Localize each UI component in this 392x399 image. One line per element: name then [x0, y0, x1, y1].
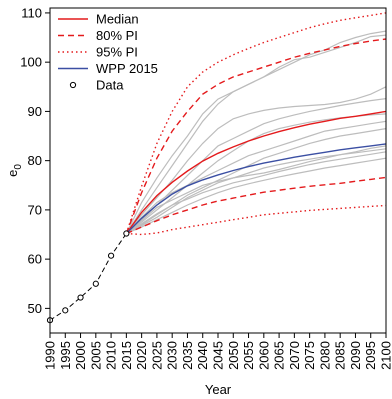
x-tick-label: 2045 — [211, 341, 226, 370]
x-tick-label: 2000 — [73, 341, 88, 370]
x-tick-label: 2065 — [272, 341, 287, 370]
data-point — [107, 252, 115, 259]
y-axis: 50 60 70 80 90 100 110 — [20, 5, 50, 316]
x-tick-label: 2060 — [256, 341, 271, 370]
x-tick-label: 2075 — [302, 341, 317, 370]
legend-label-80-pi: 80% PI — [96, 28, 138, 43]
x-tick-label: 2005 — [88, 341, 103, 370]
legend-swatch-data — [69, 81, 77, 89]
legend-label-data: Data — [96, 78, 124, 93]
x-tick-label: 2020 — [134, 341, 149, 370]
x-tick-label: 2055 — [241, 341, 256, 370]
trajectory-line — [126, 151, 387, 235]
trajectory-line — [125, 120, 387, 234]
y-tick-label: 50 — [28, 301, 42, 316]
x-tick-label: 2050 — [226, 341, 241, 370]
trajectory-line — [126, 145, 387, 234]
trajectory-line — [125, 86, 387, 234]
y-axis-title: e0 — [5, 164, 24, 177]
y-tick-label: 110 — [21, 5, 42, 20]
x-tick-label: 2030 — [165, 341, 180, 370]
x-tick-label: 2095 — [363, 341, 378, 370]
data-point — [123, 230, 130, 237]
trajectory-line — [125, 34, 387, 234]
pi80-line — [125, 38, 387, 234]
y-tick-label: 90 — [28, 104, 42, 119]
pi95-line — [126, 204, 387, 236]
y-tick-label: 80 — [28, 153, 42, 168]
x-tick-label: 2070 — [287, 341, 302, 370]
wpp-2015-line — [125, 143, 387, 234]
x-tick-label: 2080 — [317, 341, 332, 370]
legend-label-median: Median — [96, 12, 139, 27]
x-tick-label: 2010 — [104, 341, 119, 370]
x-tick-label: 2090 — [348, 341, 363, 370]
legend-label-wpp-2015: WPP 2015 — [96, 61, 158, 76]
main-series-lines — [125, 110, 387, 234]
y-tick-label: 100 — [20, 55, 42, 70]
y-axis-title-subscript: 0 — [13, 164, 24, 170]
x-axis-title: Year — [205, 382, 232, 397]
x-tick-label: 1990 — [43, 341, 58, 370]
y-tick-label: 70 — [28, 202, 42, 217]
pi80-line — [126, 176, 387, 235]
data-point — [92, 280, 99, 287]
observed-data-line — [49, 233, 127, 321]
x-tick-label: 2040 — [195, 341, 210, 370]
prediction-interval-lines — [125, 12, 387, 236]
pi95-line — [125, 12, 387, 234]
median-line — [125, 110, 387, 234]
y-tick-label: 60 — [28, 252, 42, 267]
legend-label-95-pi: 95% PI — [96, 45, 138, 60]
x-tick-label: 1995 — [58, 341, 73, 370]
x-axis: 1990 1995 2000 2005 2010 2015 2020 2025 2030 2035… — [43, 333, 392, 370]
x-tick-label: 2100 — [379, 341, 392, 370]
x-tick-label: 2025 — [149, 341, 164, 370]
x-tick-label: 2085 — [333, 341, 348, 370]
data-point — [77, 294, 84, 301]
y-axis-title-main: e — [5, 170, 20, 177]
x-tick-label: 2035 — [180, 341, 195, 370]
trajectory-line — [125, 98, 387, 234]
trajectory-lines — [125, 30, 387, 235]
observed-data — [46, 230, 130, 324]
data-point — [62, 307, 69, 314]
x-tick-label: 2015 — [119, 341, 134, 370]
trajectory-line — [126, 157, 387, 235]
